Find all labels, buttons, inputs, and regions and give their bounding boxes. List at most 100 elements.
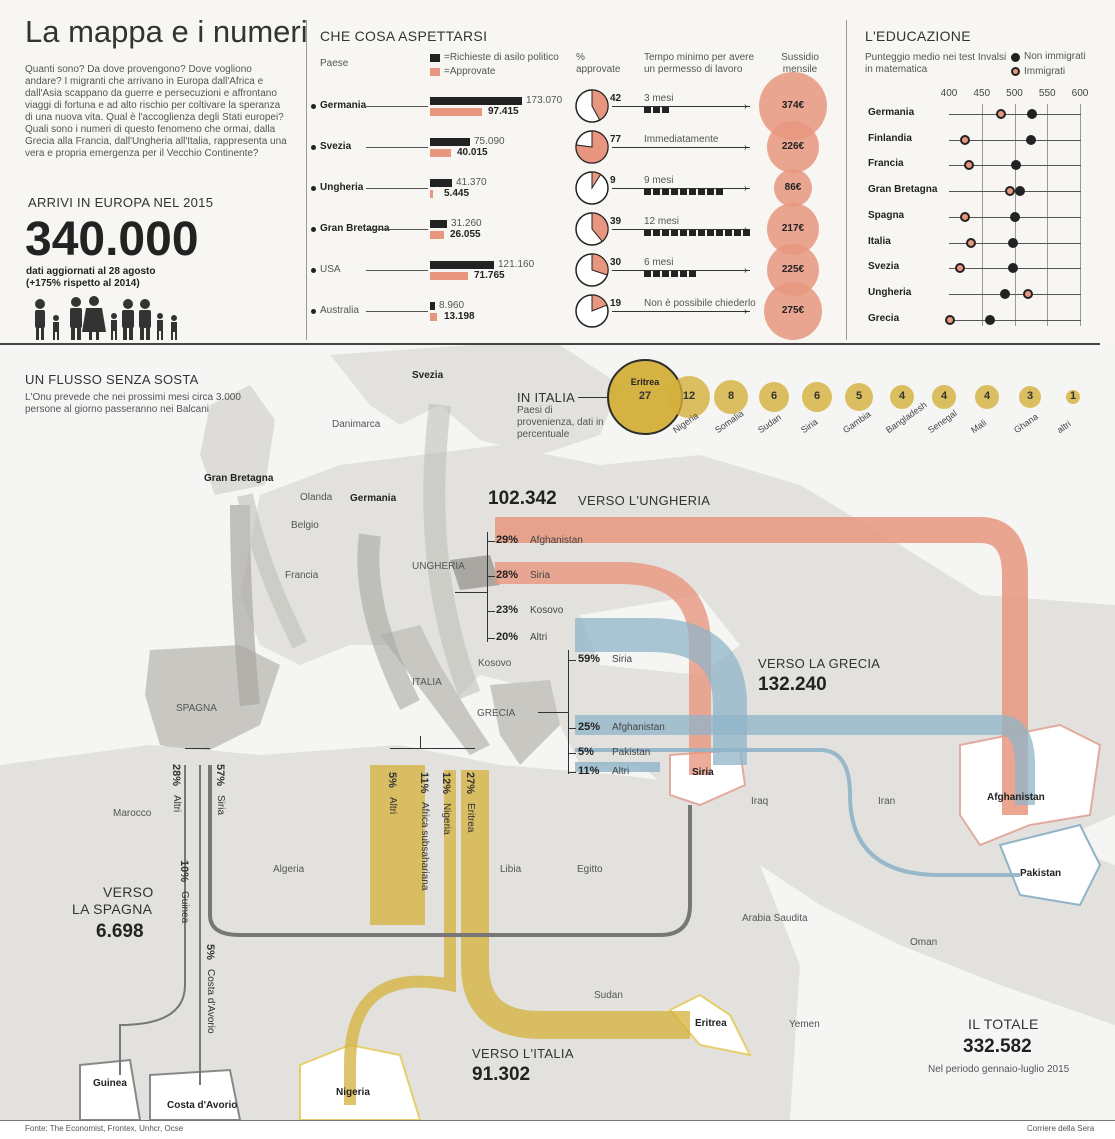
requests-bar — [430, 179, 452, 187]
map-label-eritrea: Eritrea — [695, 1018, 727, 1029]
origin-value: 1 — [1069, 390, 1077, 402]
row-country: Gran Bretagna — [320, 223, 390, 234]
divider — [306, 20, 307, 340]
row-bullet — [311, 104, 316, 109]
edu-country: Gran Bretagna — [868, 184, 938, 196]
map-label-ungheria: UNGHERIA — [412, 561, 465, 572]
pct-pie — [575, 171, 609, 205]
greece-tick — [568, 772, 576, 773]
edu-dot-imm — [996, 109, 1007, 119]
row-arrow-line — [612, 311, 750, 312]
italy-name: Eritrea — [465, 802, 476, 833]
edu-country: Grecia — [868, 312, 900, 324]
pct-pie — [575, 130, 609, 164]
map-label-francia: Francia — [285, 570, 319, 581]
spain-name: Costa d'Avorio — [205, 968, 216, 1034]
total-value: 332.582 — [963, 1036, 1032, 1057]
expect-col-time: Tempo minimo per avere un permesso di la… — [644, 52, 755, 75]
spain-label-2: LA SPAGNA — [72, 901, 153, 917]
map-label-algeria: Algeria — [273, 864, 305, 875]
greece-name: Pakistan — [612, 747, 651, 758]
expect-title: CHE COSA ASPETTARSI — [320, 28, 488, 44]
map-label-olanda: Olanda — [300, 492, 333, 503]
spain-bracket — [185, 748, 210, 749]
row-arrow-head: › — [744, 224, 748, 235]
italy-name: Altri — [387, 796, 398, 814]
edu-country: Spagna — [868, 209, 905, 221]
approved-bar — [430, 272, 468, 280]
time-block — [680, 189, 687, 195]
hungary-name: Altri — [530, 632, 548, 643]
edu-gridline — [1080, 104, 1081, 326]
edu-dot-imm — [963, 160, 974, 171]
time-block — [653, 271, 660, 277]
pct-slice — [591, 212, 609, 243]
time-label: 9 mesi — [644, 175, 674, 186]
time-label: 12 mesi — [644, 216, 680, 227]
subsidy-value: 225€ — [781, 264, 805, 275]
pct-slice — [591, 253, 609, 276]
edu-dot-non — [999, 288, 1010, 299]
map-label-guinea: Guinea — [93, 1078, 127, 1089]
time-block — [662, 230, 669, 236]
time-block — [689, 230, 696, 236]
hungary-name: Kosovo — [530, 605, 564, 616]
map-label-marocco: Marocco — [113, 808, 152, 819]
intro-text: Quanti sono? Da dove provengono? Dove vo… — [25, 64, 287, 159]
row-bullet — [311, 309, 316, 314]
italy-label: VERSO L'ITALIA — [472, 1046, 574, 1061]
pct-slice — [575, 130, 609, 164]
edu-dot-imm — [966, 237, 977, 248]
approved-value: 26.055 — [450, 229, 481, 240]
spain-item: 57% Siria — [214, 764, 226, 815]
edu-gridline — [981, 104, 983, 326]
italy-pct: 11% — [418, 772, 430, 794]
italy-bracket-link — [420, 736, 421, 748]
map-label-nigeria: Nigeria — [336, 1087, 370, 1098]
italy-item: 5% Altri — [386, 772, 398, 814]
row-country: Svezia — [320, 141, 352, 152]
row-arrow-line — [612, 106, 750, 107]
edu-tick: 400 — [940, 88, 958, 99]
greece-bracket — [568, 650, 569, 774]
edu-tick: 600 — [1071, 88, 1089, 99]
approved-bar — [430, 231, 444, 239]
edu-dot-imm — [1022, 288, 1033, 299]
spain-pct: 57% — [214, 764, 226, 787]
row-bullet — [311, 227, 316, 232]
row-leader — [366, 270, 428, 271]
italy-item: 27% Eritrea — [464, 772, 476, 832]
subsidy-bubble — [774, 169, 812, 207]
origin-value: 3 — [1026, 390, 1034, 402]
origin-bubble — [714, 380, 748, 414]
edu-line — [949, 139, 1081, 141]
requests-value: 31.260 — [451, 218, 482, 229]
approved-value: 13.198 — [444, 311, 475, 322]
requests-bar — [430, 138, 470, 146]
edu-dot-non — [1008, 237, 1019, 248]
divider — [846, 20, 847, 340]
expect-col-subsidy: Sussidio mensile — [781, 52, 819, 75]
hungary-pct: 20% — [496, 631, 519, 643]
time-block — [644, 230, 651, 236]
flow-subtitle: L'Onu prevede che nei prossimi mesi circ… — [25, 392, 241, 415]
italy-value: 91.302 — [472, 1064, 531, 1085]
time-block — [707, 189, 714, 195]
origin-value: 4 — [983, 390, 991, 402]
pct-pie — [575, 89, 609, 123]
greece-name: Altri — [612, 766, 630, 777]
italy-name: Nigeria — [441, 802, 452, 835]
origin-value: 27 — [638, 390, 652, 402]
time-block — [644, 271, 651, 277]
spain-name: Guinea — [179, 890, 190, 924]
italy-name: Africa subsahariana — [419, 802, 430, 891]
approved-value: 5.445 — [444, 188, 470, 199]
map-label-danimarca: Danimarca — [332, 419, 381, 430]
source-note: Fonte: The Economist, Frontex, Unhcr, Oc… — [25, 1124, 184, 1133]
expect-col-pct: % approvate — [576, 52, 621, 75]
total-note: Nel periodo gennaio-luglio 2015 — [928, 1064, 1070, 1075]
origin-bubble — [975, 385, 999, 409]
pct-value: 19 — [610, 298, 622, 309]
legend-requests: =Richieste di asilo politico — [444, 52, 559, 63]
credit: Corriere della Sera — [1027, 1124, 1095, 1133]
